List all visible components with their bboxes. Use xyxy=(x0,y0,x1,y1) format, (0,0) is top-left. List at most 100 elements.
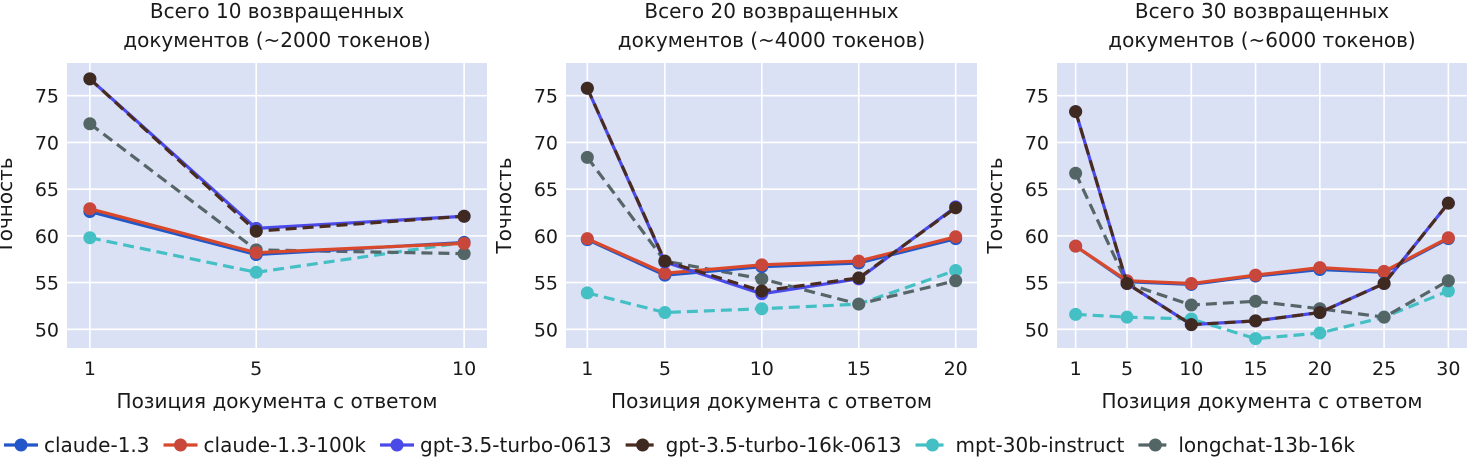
x-tick-label: 5 xyxy=(250,358,262,380)
data-point xyxy=(658,254,672,268)
data-point xyxy=(1377,310,1391,324)
data-point xyxy=(580,286,594,300)
x-tick-label: 1 xyxy=(84,358,96,380)
legend-marker xyxy=(926,438,940,452)
data-point xyxy=(1313,305,1327,319)
data-point xyxy=(852,297,866,311)
data-point xyxy=(658,305,672,319)
data-point xyxy=(949,274,963,288)
y-axis-label: Точность xyxy=(492,157,516,254)
data-point xyxy=(1441,231,1455,245)
chart-title-line: Всего 30 возвращенных xyxy=(1135,0,1389,23)
x-tick-label: 20 xyxy=(944,358,968,380)
data-point xyxy=(852,254,866,268)
series-gpt-3.5-turbo-16k-0613 xyxy=(1069,105,1455,332)
chart-title-line: документов (~6000 токенов) xyxy=(1108,28,1415,52)
y-tick-label: 50 xyxy=(1025,319,1049,341)
y-tick-label: 70 xyxy=(1025,132,1049,154)
y-tick-label: 65 xyxy=(35,179,59,201)
data-point xyxy=(658,266,672,280)
legend-label: gpt-3.5-turbo-0613 xyxy=(420,433,612,457)
data-point xyxy=(1069,105,1083,119)
chart-title-line: документов (~2000 токенов) xyxy=(123,28,430,52)
data-point xyxy=(1249,314,1263,328)
data-point xyxy=(1441,284,1455,298)
data-point xyxy=(755,302,769,316)
series-mpt-30b-instruct xyxy=(580,263,963,319)
x-axis-label: Позиция документа с ответом xyxy=(1102,389,1423,413)
data-point xyxy=(83,231,97,245)
x-tick-label: 15 xyxy=(1243,358,1267,380)
data-point xyxy=(83,117,97,131)
legend-marker xyxy=(636,438,650,452)
legend-marker xyxy=(1148,438,1162,452)
x-tick-label: 10 xyxy=(750,358,774,380)
series-claude-1.3-100k xyxy=(83,202,471,260)
data-point xyxy=(249,224,263,238)
y-tick-label: 60 xyxy=(1025,226,1049,248)
legend-marker xyxy=(174,438,188,452)
x-tick-label: 20 xyxy=(1308,358,1332,380)
y-tick-label: 70 xyxy=(35,132,59,154)
plot-area xyxy=(1057,63,1467,348)
y-axis-label: Точность xyxy=(983,157,1007,254)
data-point xyxy=(249,246,263,260)
data-point xyxy=(949,230,963,244)
data-point xyxy=(1313,261,1327,275)
legend-marker xyxy=(390,438,404,452)
data-point xyxy=(580,81,594,95)
y-tick-label: 75 xyxy=(35,86,59,108)
x-tick-label: 25 xyxy=(1372,358,1396,380)
legend-label: gpt-3.5-turbo-16k-0613 xyxy=(666,433,902,457)
data-point xyxy=(1069,239,1083,253)
data-point xyxy=(1069,307,1083,321)
x-tick-label: 10 xyxy=(1179,358,1203,380)
data-point xyxy=(83,72,97,86)
legend-entry: gpt-3.5-turbo-0613 xyxy=(380,433,612,457)
x-tick-label: 1 xyxy=(1070,358,1082,380)
y-tick-label: 50 xyxy=(35,319,59,341)
legend-entry: claude-1.3 xyxy=(4,433,150,457)
x-tick-label: 15 xyxy=(847,358,871,380)
y-tick-label: 55 xyxy=(534,273,558,295)
data-point xyxy=(755,258,769,272)
data-point xyxy=(949,263,963,277)
y-tick-label: 75 xyxy=(534,86,558,108)
legend-marker xyxy=(14,438,28,452)
data-point xyxy=(1441,274,1455,288)
legend: claude-1.3 claude-1.3-100k gpt-3.5-turbo-0… xyxy=(4,433,1355,457)
data-point xyxy=(1377,277,1391,291)
data-point xyxy=(1120,310,1134,324)
legend-entry: gpt-3.5-turbo-16k-0613 xyxy=(625,433,902,457)
data-point xyxy=(755,272,769,286)
chart-title-line: Всего 10 возвращенных xyxy=(150,0,404,23)
legend-entry: longchat-13b-16k xyxy=(1138,433,1355,457)
y-tick-label: 55 xyxy=(35,273,59,295)
y-tick-label: 60 xyxy=(534,226,558,248)
data-point xyxy=(1184,318,1198,332)
x-tick-label: 5 xyxy=(659,358,671,380)
data-point xyxy=(1377,264,1391,278)
data-point xyxy=(1120,277,1134,291)
y-tick-label: 55 xyxy=(1025,273,1049,295)
data-point xyxy=(457,209,471,223)
series-gpt-3.5-turbo-16k-0613 xyxy=(83,72,471,238)
y-tick-label: 65 xyxy=(1025,179,1049,201)
data-point xyxy=(1249,332,1263,346)
data-point xyxy=(755,284,769,298)
y-axis-label: Точность xyxy=(0,157,17,254)
x-axis-label: Позиция документа с ответом xyxy=(611,389,932,413)
y-tick-label: 65 xyxy=(534,179,558,201)
x-tick-label: 30 xyxy=(1436,358,1460,380)
legend-label: longchat-13b-16k xyxy=(1178,433,1355,457)
x-tick-label: 5 xyxy=(1121,358,1133,380)
data-point xyxy=(249,265,263,279)
data-point xyxy=(1069,166,1083,180)
data-point xyxy=(580,232,594,246)
legend-entry: claude-1.3-100k xyxy=(163,433,366,457)
y-tick-label: 50 xyxy=(534,319,558,341)
chart-title-line: документов (~4000 токенов) xyxy=(618,28,925,52)
legend-entry: mpt-30b-instruct xyxy=(915,433,1125,457)
